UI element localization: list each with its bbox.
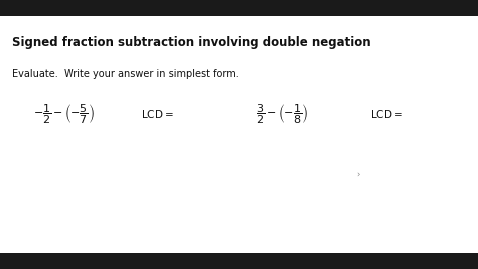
Bar (0, 0, 478, 16)
Text: $\mathrm{LCD} =$: $\mathrm{LCD} =$ (370, 108, 403, 120)
Bar (0, 253, 478, 269)
Text: $-\dfrac{1}{2} - \left(-\dfrac{5}{7}\right)$: $-\dfrac{1}{2} - \left(-\dfrac{5}{7}\rig… (33, 102, 95, 126)
Text: Signed fraction subtraction involving double negation: Signed fraction subtraction involving do… (12, 36, 370, 49)
Text: $\dfrac{3}{2} - \left(-\dfrac{1}{8}\right)$: $\dfrac{3}{2} - \left(-\dfrac{1}{8}\righ… (256, 102, 308, 126)
Text: $\mathrm{LCD} =$: $\mathrm{LCD} =$ (141, 108, 174, 120)
Text: Evaluate.  Write your answer in simplest form.: Evaluate. Write your answer in simplest … (12, 69, 239, 79)
Text: ›: › (356, 170, 359, 179)
